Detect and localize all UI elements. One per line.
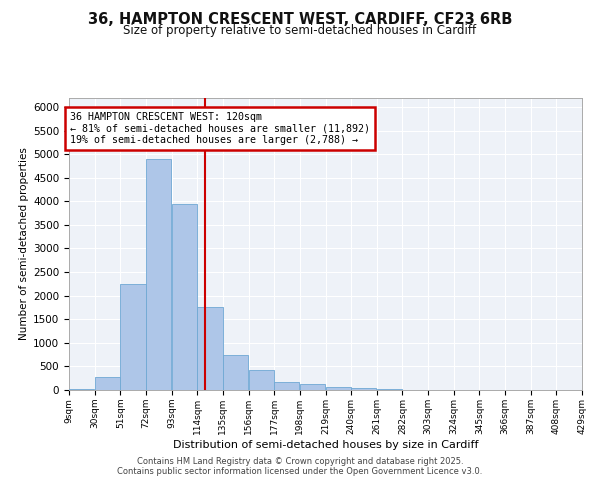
Bar bbox=[120, 284, 146, 390]
Bar bbox=[351, 388, 376, 390]
Bar bbox=[300, 384, 325, 390]
Bar bbox=[172, 204, 197, 390]
Bar bbox=[274, 382, 299, 390]
Bar bbox=[248, 370, 274, 390]
X-axis label: Distribution of semi-detached houses by size in Cardiff: Distribution of semi-detached houses by … bbox=[173, 440, 478, 450]
Bar bbox=[197, 308, 223, 390]
Y-axis label: Number of semi-detached properties: Number of semi-detached properties bbox=[19, 148, 29, 340]
Bar bbox=[377, 389, 402, 390]
Text: Size of property relative to semi-detached houses in Cardiff: Size of property relative to semi-detach… bbox=[124, 24, 476, 37]
Text: 36, HAMPTON CRESCENT WEST, CARDIFF, CF23 6RB: 36, HAMPTON CRESCENT WEST, CARDIFF, CF23… bbox=[88, 12, 512, 28]
Bar bbox=[95, 377, 120, 390]
Text: 36 HAMPTON CRESCENT WEST: 120sqm
← 81% of semi-detached houses are smaller (11,8: 36 HAMPTON CRESCENT WEST: 120sqm ← 81% o… bbox=[70, 112, 370, 145]
Text: Contains public sector information licensed under the Open Government Licence v3: Contains public sector information licen… bbox=[118, 468, 482, 476]
Bar bbox=[69, 389, 94, 390]
Bar bbox=[326, 386, 351, 390]
Text: Contains HM Land Registry data © Crown copyright and database right 2025.: Contains HM Land Registry data © Crown c… bbox=[137, 458, 463, 466]
Bar bbox=[223, 354, 248, 390]
Bar bbox=[146, 159, 171, 390]
